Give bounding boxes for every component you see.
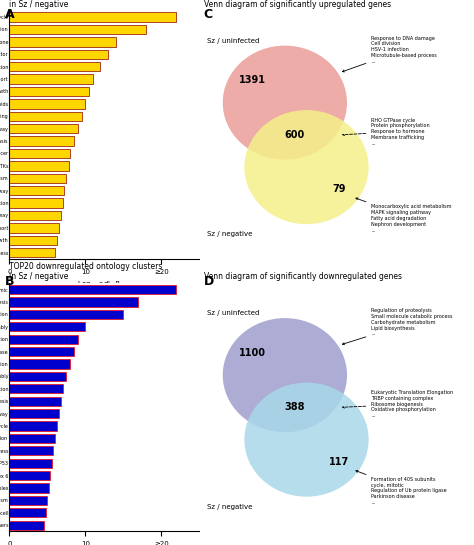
Text: 600: 600 <box>284 130 304 140</box>
Ellipse shape <box>223 318 347 432</box>
Bar <box>9 211 61 220</box>
Bar <box>9 99 85 108</box>
Bar <box>9 458 52 468</box>
Bar <box>9 520 45 530</box>
Bar <box>9 372 66 381</box>
Bar <box>9 496 47 505</box>
Text: Sz / uninfected: Sz / uninfected <box>207 38 259 44</box>
Bar <box>9 446 54 456</box>
Bar <box>9 124 78 134</box>
Text: Venn diagram of significantly upregulated genes: Venn diagram of significantly upregulate… <box>204 0 391 9</box>
Bar <box>9 198 63 208</box>
Bar <box>9 161 69 171</box>
Bar <box>9 285 176 294</box>
Bar <box>9 434 55 443</box>
Text: 388: 388 <box>284 402 305 413</box>
Bar <box>9 149 70 158</box>
Text: Monocarboxylic acid metabolism
MAPK signaling pathway
Fatty acid degradation
Nep: Monocarboxylic acid metabolism MAPK sign… <box>356 198 452 233</box>
Bar <box>9 397 61 406</box>
Bar <box>9 50 108 59</box>
Bar <box>9 409 59 418</box>
Bar <box>9 87 89 96</box>
Text: 79: 79 <box>332 184 346 195</box>
Text: D: D <box>204 275 214 288</box>
X-axis label: -Log$_{10}$ adj. $P_{value}$: -Log$_{10}$ adj. $P_{value}$ <box>75 280 134 290</box>
Bar <box>9 421 56 431</box>
Bar <box>9 174 66 183</box>
Bar <box>9 37 116 46</box>
Bar <box>9 508 46 517</box>
Text: Eukaryotic Translation Elongation
TRBP containing complex
Ribosome biogenesis
Ox: Eukaryotic Translation Elongation TRBP c… <box>343 390 454 418</box>
Text: A: A <box>5 8 14 21</box>
Bar <box>9 298 138 307</box>
Text: TOP20 downregulated ontology clusters
in Sz / negative: TOP20 downregulated ontology clusters in… <box>9 262 163 281</box>
Text: B: B <box>5 275 14 288</box>
Bar <box>9 335 78 344</box>
Bar <box>9 384 63 393</box>
Text: Formation of 40S subunits
cycle, mitotic
Regulation of Ub protein ligase
Parkins: Formation of 40S subunits cycle, mitotic… <box>356 470 447 505</box>
Ellipse shape <box>245 383 369 496</box>
Bar <box>9 322 85 331</box>
Bar <box>9 310 123 319</box>
Text: RHO GTPase cycle
Protein phosphorylation
Response to hormone
Membrane traffickin: RHO GTPase cycle Protein phosphorylation… <box>343 118 430 146</box>
Bar <box>9 25 146 34</box>
Bar <box>9 347 74 356</box>
Bar <box>9 235 57 245</box>
Text: Sz / negative: Sz / negative <box>207 504 252 510</box>
Text: 1391: 1391 <box>239 75 266 86</box>
Text: Regulation of proteolysis
Small molecule catabolic process
Carbohydrate metaboli: Regulation of proteolysis Small molecule… <box>342 308 453 344</box>
Text: Sz / uninfected: Sz / uninfected <box>207 310 259 316</box>
Bar <box>9 62 100 71</box>
Text: Response to DNA damage
Cell division
HSV-1 infection
Microtubule-based process
.: Response to DNA damage Cell division HSV… <box>342 35 437 72</box>
Text: Sz / negative: Sz / negative <box>207 231 252 237</box>
Text: 117: 117 <box>329 457 349 467</box>
Text: Venn diagram of significantly downregulated genes: Venn diagram of significantly downregula… <box>204 272 402 281</box>
Bar <box>9 13 176 22</box>
Bar <box>9 112 82 121</box>
Text: 1100: 1100 <box>239 348 266 358</box>
Bar <box>9 248 55 257</box>
Bar <box>9 75 93 84</box>
Text: TOP20 upregulated ontology clusters
in Sz / negative: TOP20 upregulated ontology clusters in S… <box>9 0 152 9</box>
Bar <box>9 359 70 368</box>
Bar <box>9 136 74 146</box>
Ellipse shape <box>223 46 347 160</box>
Bar <box>9 223 59 233</box>
Text: C: C <box>204 8 213 21</box>
Bar <box>9 471 50 480</box>
Ellipse shape <box>245 110 369 224</box>
Bar <box>9 186 64 195</box>
Bar <box>9 483 49 493</box>
